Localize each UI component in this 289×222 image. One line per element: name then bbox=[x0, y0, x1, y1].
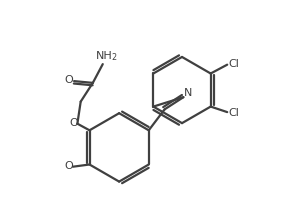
Text: Cl: Cl bbox=[228, 59, 239, 69]
Text: N: N bbox=[184, 88, 192, 98]
Text: NH: NH bbox=[95, 51, 112, 61]
Text: 2: 2 bbox=[112, 53, 117, 62]
Text: Cl: Cl bbox=[228, 108, 239, 118]
Text: O: O bbox=[65, 75, 74, 85]
Text: O: O bbox=[69, 118, 78, 128]
Text: O: O bbox=[64, 161, 73, 171]
